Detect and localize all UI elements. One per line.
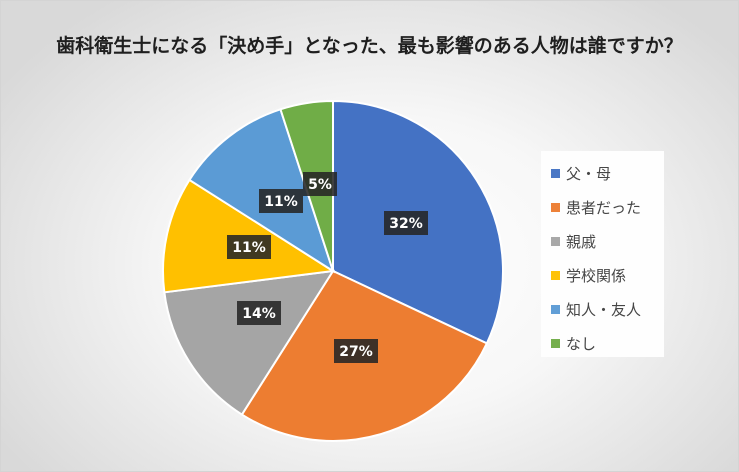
- legend-label: 親戚: [566, 232, 597, 251]
- data-label-1: 32%: [384, 211, 428, 235]
- svg-text:27%: 27%: [339, 344, 373, 360]
- legend-swatch: [551, 304, 560, 314]
- data-label-6: 5%: [303, 172, 337, 196]
- legend: 父・母患者だった親戚学校関係知人・友人なし: [541, 151, 664, 357]
- legend-label: 学校関係: [566, 266, 627, 285]
- svg-text:11%: 11%: [232, 240, 266, 256]
- legend-label: 知人・友人: [566, 300, 642, 319]
- data-label-4: 11%: [227, 235, 271, 259]
- svg-text:5%: 5%: [308, 177, 332, 193]
- legend-item-5: 知人・友人: [551, 299, 641, 319]
- pie-slice-3: [163, 269, 335, 416]
- legend-swatch: [551, 236, 560, 246]
- legend-swatch: [551, 202, 560, 212]
- chart-title: 歯科衛生士になる「決め手」となった、最も影響のある人物は誰ですか？: [56, 35, 683, 57]
- data-label-2: 27%: [334, 339, 378, 363]
- data-label-5: 11%: [259, 189, 303, 213]
- legend-item-1: 父・母: [551, 163, 611, 183]
- svg-text:11%: 11%: [264, 194, 298, 210]
- legend-label: なし: [566, 334, 597, 353]
- legend-item-4: 学校関係: [551, 265, 626, 285]
- legend-label: 父・母: [566, 164, 612, 183]
- legend-label: 患者だった: [566, 198, 642, 217]
- legend-swatch: [551, 338, 560, 348]
- legend-item-3: 親戚: [551, 231, 596, 251]
- svg-text:32%: 32%: [389, 216, 423, 232]
- legend-item-6: なし: [551, 333, 596, 353]
- legend-swatch: [551, 168, 560, 178]
- legend-item-2: 患者だった: [551, 197, 641, 217]
- legend-swatch: [551, 270, 560, 280]
- data-label-3: 14%: [237, 301, 281, 325]
- svg-text:14%: 14%: [242, 306, 276, 322]
